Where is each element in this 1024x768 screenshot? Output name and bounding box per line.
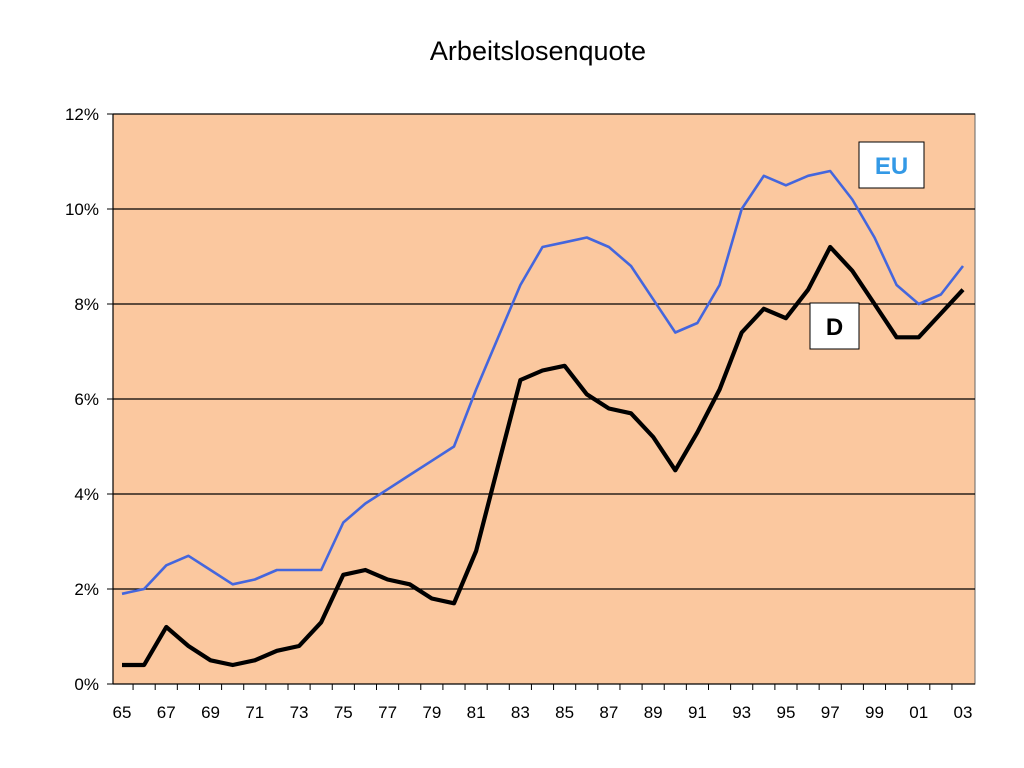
x-tick-label: 97: [821, 703, 840, 722]
x-tick-label: 03: [954, 703, 973, 722]
series-line-eu: [121, 169, 965, 596]
x-tick-label: 67: [157, 703, 176, 722]
x-tick-label: 77: [378, 703, 397, 722]
x-tick-label: 89: [644, 703, 663, 722]
x-tick-label: 91: [688, 703, 707, 722]
x-tick-label: 81: [467, 703, 486, 722]
legend-box-eu: [858, 141, 925, 189]
y-tick-label: 10%: [65, 200, 99, 219]
y-tick-label: 4%: [74, 485, 99, 504]
x-tick-label: 65: [113, 703, 132, 722]
legend-box-d: [809, 302, 860, 350]
x-tick-label: 75: [334, 703, 353, 722]
x-tick-label: 87: [599, 703, 618, 722]
y-tick-label: 0%: [74, 675, 99, 694]
x-tick-label: 71: [245, 703, 264, 722]
x-tick-label: 01: [909, 703, 928, 722]
y-tick-label: 8%: [74, 295, 99, 314]
chart-title: Arbeitslosenquote: [429, 36, 647, 66]
x-tick-label: 73: [290, 703, 309, 722]
x-tick-label: 95: [776, 703, 795, 722]
x-tick-label: 69: [201, 703, 220, 722]
x-tick-label: 99: [865, 703, 884, 722]
x-tick-label: 85: [555, 703, 574, 722]
x-tick-label: 79: [422, 703, 441, 722]
y-tick-label: 12%: [65, 105, 99, 124]
legend-label-d: D: [826, 314, 843, 341]
y-tick-label: 2%: [74, 580, 99, 599]
x-tick-label: 93: [732, 703, 751, 722]
series-line-d: [122, 244, 965, 668]
y-tick-label: 6%: [74, 390, 99, 409]
x-tick-label: 83: [511, 703, 530, 722]
legend-label-eu: EU: [875, 153, 908, 180]
